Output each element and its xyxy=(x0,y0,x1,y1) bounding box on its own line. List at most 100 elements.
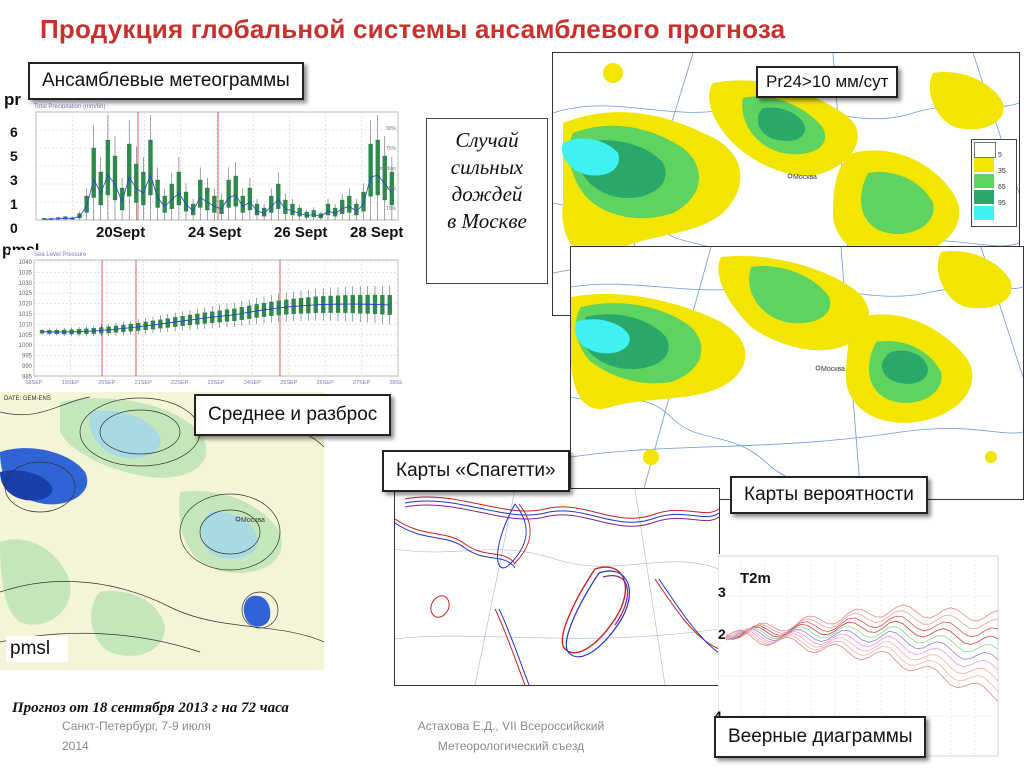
precip-box xyxy=(311,210,316,218)
precip-box xyxy=(368,143,373,197)
moscow-marker-front: Москва xyxy=(821,366,845,373)
precip-box xyxy=(155,179,160,208)
precip-box xyxy=(283,199,288,214)
pressure-tick-label: 1025 xyxy=(19,291,33,297)
fan-side-digit: 2 xyxy=(718,626,726,642)
pressure-tick-label: 1030 xyxy=(19,281,33,287)
footer-left-line: Санкт-Петербург, 7-9 июля xyxy=(62,719,211,733)
footer-left-line: 2014 xyxy=(62,739,89,753)
pressure-tick-label: 990 xyxy=(22,364,33,370)
pressure-x-tick: 27SEP xyxy=(353,380,370,386)
date-labels-row: 20Sept 24 Sept 26 Sept 28 Sept xyxy=(96,224,426,244)
pressure-tick-label: 1020 xyxy=(19,302,33,308)
mean-spread-label: Среднее и разброс xyxy=(194,394,392,436)
fan-series-line xyxy=(725,625,999,653)
moscow-marker-back: Москва xyxy=(793,174,817,181)
spaghetti-map-svg xyxy=(395,489,719,685)
pressure-x-tick: 24SEP xyxy=(244,380,261,386)
forecast-caption: Прогноз от 18 сентября 2013 г на 72 часа xyxy=(12,700,289,716)
fan-diagrams-label: Веерные диаграммы xyxy=(714,716,927,758)
pr-tick: 0 xyxy=(10,220,18,236)
precip-box xyxy=(169,183,174,209)
probability-legend: 5 35 65 95 xyxy=(971,139,1017,227)
precipitation-chart: Total Precipitation (mm/6h) 90% 75% median… xyxy=(28,100,404,228)
pr-tick: 1 xyxy=(10,196,18,212)
fan-series-line xyxy=(725,604,999,639)
pressure-chart: Sea Level Pressure 1040 1035 1030 1025 1020 1… xyxy=(19,252,402,386)
pressure-tick-label: 1005 xyxy=(19,333,33,339)
precip-box xyxy=(105,139,111,196)
pressure-tick-label: 1000 xyxy=(19,343,33,349)
precip-box xyxy=(226,179,231,208)
t2m-label: T2m xyxy=(740,570,771,587)
pressure-x-tick: 26SEP xyxy=(317,380,334,386)
footer-center-line: Астахова Е.Д., VII Всероссийский xyxy=(417,719,605,733)
pressure-x-tick: 23SEP xyxy=(207,380,224,386)
precip-box xyxy=(254,203,260,216)
precip-legend-text: median xyxy=(380,166,397,172)
heavy-rain-case-box: Случай сильных дождей в Москве xyxy=(426,118,548,284)
precip-box xyxy=(290,203,295,216)
fan-series-line xyxy=(725,615,999,640)
precip-legend-text: 90% xyxy=(386,126,397,132)
legend-value: 65 xyxy=(998,184,1006,191)
pressure-tick-label: 985 xyxy=(22,374,33,380)
pressure-tick-label: 1015 xyxy=(19,312,33,318)
precip-box xyxy=(276,183,281,209)
precip-legend-text: 75% xyxy=(386,146,397,152)
fan-series-line xyxy=(725,610,999,640)
pressure-x-tick: 20SEP xyxy=(98,380,115,386)
pr-tick: 6 xyxy=(10,124,18,140)
precip-box xyxy=(91,147,96,198)
moscow-marker-mean: Москва xyxy=(241,517,265,524)
precip-box xyxy=(84,195,89,213)
pressure-meteogram: Sea Level Pressure 1040 1035 1030 1025 1020 1… xyxy=(10,250,402,388)
precip-box xyxy=(261,207,267,217)
pr-tick-labels: 6 5 3 1 0 xyxy=(10,120,24,240)
legend-value: 35 xyxy=(998,168,1006,175)
rain-case-line: в Москве xyxy=(447,209,527,233)
precip-legend-text: 10% xyxy=(386,206,397,212)
precip-box xyxy=(347,195,352,213)
pressure-chart-title: Sea Level Pressure xyxy=(34,252,87,258)
legend-swatch-darkgreen xyxy=(974,190,994,204)
fan-series-line xyxy=(725,629,999,682)
probability-maps-label: Карты вероятности xyxy=(730,476,928,514)
rain-case-line: дождей xyxy=(451,182,523,206)
precip-box xyxy=(325,203,331,216)
date-label: 28 Sept xyxy=(350,224,404,241)
fan-side-digit: 3 xyxy=(718,584,726,600)
fan-series-line xyxy=(725,629,999,702)
pr-axis-label: pr xyxy=(4,90,21,109)
precip-box xyxy=(205,187,210,211)
date-label: 20Sept xyxy=(96,224,146,241)
pressure-tick-label: 1035 xyxy=(19,270,33,276)
fan-series-line xyxy=(725,620,999,645)
precip-box xyxy=(382,155,387,201)
legend-swatch-lightgreen xyxy=(974,174,994,188)
precip-box xyxy=(375,139,380,196)
precip-box xyxy=(212,195,217,213)
precip-legend-text: 25% xyxy=(386,186,397,192)
legend-value: 5 xyxy=(998,152,1002,159)
precipitation-meteogram: Total Precipitation (mm/6h) 90% 75% median… xyxy=(28,100,404,228)
pressure-x-tick: 18SEP xyxy=(25,380,42,386)
date-label: 24 Sept xyxy=(188,224,242,241)
precip-box xyxy=(361,191,366,212)
precip-box xyxy=(247,187,253,211)
rain-case-line: Случай xyxy=(455,128,519,152)
precip-box xyxy=(233,175,238,207)
precip-box xyxy=(127,143,132,197)
slide-title: Продукция глобальной системы ансамблевог… xyxy=(40,14,786,44)
pressure-x-tick: 25SEP xyxy=(280,380,297,386)
spaghetti-maps-label: Карты «Спагетти» xyxy=(382,450,570,492)
pr-tick: 5 xyxy=(10,148,18,164)
precip-box xyxy=(198,179,203,208)
precip-box xyxy=(176,171,182,206)
mean-spread-pmsl-label: pmsl xyxy=(6,636,68,662)
precip-box xyxy=(297,207,302,217)
precip-box xyxy=(148,139,153,196)
precip-box xyxy=(134,163,139,203)
pressure-x-tick: 28SEP xyxy=(389,380,402,386)
legend-swatch-yellow xyxy=(974,158,994,172)
